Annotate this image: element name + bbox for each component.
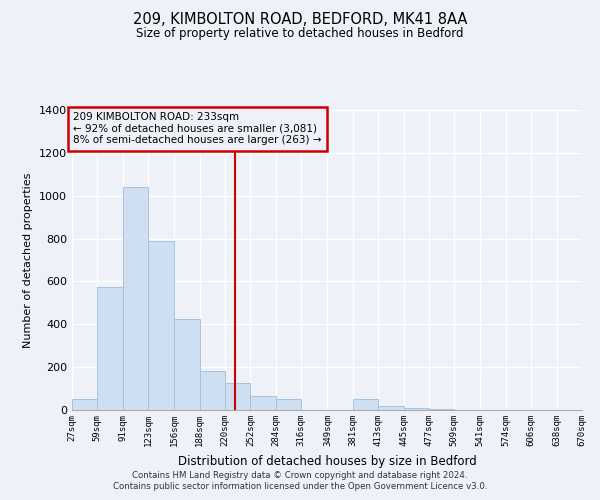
Bar [72, 400, 97, 410]
Bar [429, 409, 454, 410]
Text: 209, KIMBOLTON ROAD, BEDFORD, MK41 8AA: 209, KIMBOLTON ROAD, BEDFORD, MK41 8AA [133, 12, 467, 28]
Text: Contains public sector information licensed under the Open Government Licence v3: Contains public sector information licen… [113, 482, 487, 491]
Bar [378, 406, 404, 410]
Bar [175, 319, 200, 410]
Bar [97, 287, 123, 410]
Bar [225, 383, 250, 410]
Bar [276, 400, 301, 410]
Bar [404, 408, 429, 410]
Bar [123, 187, 148, 410]
Text: 209 KIMBOLTON ROAD: 233sqm
← 92% of detached houses are smaller (3,081)
8% of se: 209 KIMBOLTON ROAD: 233sqm ← 92% of deta… [73, 112, 321, 146]
Bar [250, 396, 276, 410]
Text: Size of property relative to detached houses in Bedford: Size of property relative to detached ho… [136, 28, 464, 40]
Bar [353, 400, 378, 410]
Bar [148, 240, 175, 410]
Text: Contains HM Land Registry data © Crown copyright and database right 2024.: Contains HM Land Registry data © Crown c… [132, 471, 468, 480]
Y-axis label: Number of detached properties: Number of detached properties [23, 172, 34, 348]
X-axis label: Distribution of detached houses by size in Bedford: Distribution of detached houses by size … [178, 455, 476, 468]
Bar [200, 372, 225, 410]
